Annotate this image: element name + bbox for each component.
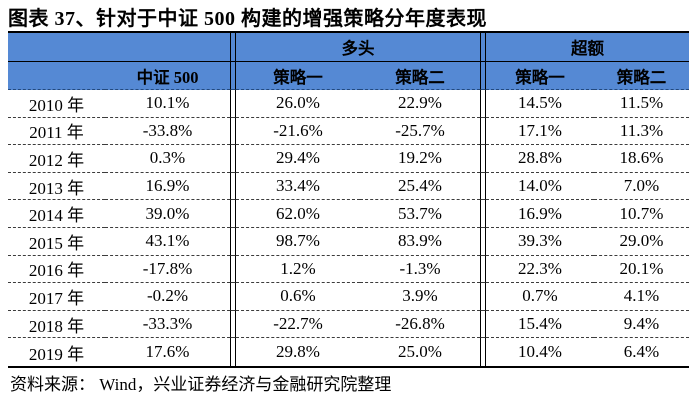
- column-divider: [230, 117, 236, 146]
- excess-strategy2-value-cell: 9.4%: [594, 310, 689, 339]
- column-divider: [230, 255, 236, 284]
- excess-strategy1-value-cell: 14.5%: [486, 90, 594, 118]
- annual-performance-table: 多头 超额 中证 500 策略一 策略二 策略一 策略二 2010 年 10.1%…: [8, 31, 689, 368]
- excess-strategy2-value-cell: 11.3%: [594, 117, 689, 146]
- column-divider: [480, 62, 486, 90]
- excess-strategy1-value-cell: 15.4%: [486, 310, 594, 339]
- long-strategy1-value-cell: 26.0%: [236, 90, 360, 118]
- excess-strategy1-value-cell: 22.3%: [486, 255, 594, 284]
- excess-strategy2-value-cell: 11.5%: [594, 90, 689, 118]
- excess-strategy2-value-cell: 10.7%: [594, 200, 689, 228]
- long-strategy1-value-cell: 29.8%: [236, 338, 360, 366]
- year-cell: 2011 年: [8, 117, 105, 146]
- header-cell-excess-strategy2: 策略二: [594, 62, 689, 90]
- excess-strategy1-value-cell: 10.4%: [486, 338, 594, 366]
- long-strategy1-value-cell: 33.4%: [236, 172, 360, 201]
- long-strategy2-value-cell: 25.4%: [360, 172, 480, 201]
- column-divider: [480, 33, 486, 62]
- long-strategy1-value-cell: 62.0%: [236, 200, 360, 228]
- column-divider: [480, 227, 486, 256]
- column-divider: [480, 90, 486, 118]
- benchmark-value-cell: 10.1%: [105, 90, 230, 118]
- long-strategy1-value-cell: -22.7%: [236, 310, 360, 339]
- year-cell: 2013 年: [8, 172, 105, 201]
- header-cell-year: [8, 62, 105, 90]
- column-divider: [230, 338, 236, 366]
- benchmark-value-cell: 0.3%: [105, 145, 230, 173]
- excess-strategy1-value-cell: 39.3%: [486, 227, 594, 256]
- year-cell: 2010 年: [8, 90, 105, 118]
- column-divider: [230, 310, 236, 339]
- column-divider: [480, 172, 486, 201]
- long-strategy2-value-cell: 25.0%: [360, 338, 480, 366]
- source-note: 资料来源： Wind，兴业证券经济与金融研究院整理: [10, 375, 392, 394]
- benchmark-value-cell: -17.8%: [105, 255, 230, 284]
- benchmark-value-cell: -33.8%: [105, 117, 230, 146]
- header-cell-excess-strategy1: 策略一: [486, 62, 594, 90]
- long-strategy1-value-cell: 29.4%: [236, 145, 360, 173]
- benchmark-value-cell: -0.2%: [105, 283, 230, 311]
- column-divider: [230, 172, 236, 201]
- year-cell: 2012 年: [8, 145, 105, 173]
- figure-title: 图表 37、针对于中证 500 构建的增强策略分年度表现: [8, 8, 487, 30]
- column-divider: [480, 338, 486, 366]
- year-cell: 2015 年: [8, 227, 105, 256]
- long-strategy2-value-cell: -1.3%: [360, 255, 480, 284]
- long-strategy1-value-cell: 1.2%: [236, 255, 360, 284]
- long-strategy2-value-cell: 83.9%: [360, 227, 480, 256]
- column-divider: [230, 62, 236, 90]
- long-strategy2-value-cell: 22.9%: [360, 90, 480, 118]
- column-divider: [230, 227, 236, 256]
- benchmark-value-cell: 43.1%: [105, 227, 230, 256]
- excess-strategy1-value-cell: 17.1%: [486, 117, 594, 146]
- excess-strategy2-value-cell: 7.0%: [594, 172, 689, 201]
- long-strategy2-value-cell: -26.8%: [360, 310, 480, 339]
- column-divider: [480, 310, 486, 339]
- column-divider: [480, 283, 486, 311]
- long-strategy2-value-cell: 3.9%: [360, 283, 480, 311]
- excess-strategy1-value-cell: 28.8%: [486, 145, 594, 173]
- column-divider: [230, 33, 236, 62]
- column-divider: [230, 200, 236, 228]
- excess-strategy1-value-cell: 0.7%: [486, 283, 594, 311]
- group-header-long: 多头: [236, 33, 480, 62]
- benchmark-value-cell: 39.0%: [105, 200, 230, 228]
- excess-strategy1-value-cell: 14.0%: [486, 172, 594, 201]
- excess-strategy1-value-cell: 16.9%: [486, 200, 594, 228]
- group-header-excess: 超额: [486, 33, 689, 62]
- excess-strategy2-value-cell: 4.1%: [594, 283, 689, 311]
- long-strategy1-value-cell: 0.6%: [236, 283, 360, 311]
- excess-strategy2-value-cell: 20.1%: [594, 255, 689, 284]
- column-divider: [480, 117, 486, 146]
- column-divider: [230, 283, 236, 311]
- long-strategy2-value-cell: 19.2%: [360, 145, 480, 173]
- year-cell: 2018 年: [8, 310, 105, 339]
- long-strategy1-value-cell: -21.6%: [236, 117, 360, 146]
- excess-strategy2-value-cell: 18.6%: [594, 145, 689, 173]
- benchmark-value-cell: -33.3%: [105, 310, 230, 339]
- header-cell-long-strategy2: 策略二: [360, 62, 480, 90]
- column-divider: [230, 90, 236, 118]
- year-cell: 2019 年: [8, 338, 105, 366]
- benchmark-value-cell: 16.9%: [105, 172, 230, 201]
- long-strategy2-value-cell: -25.7%: [360, 117, 480, 146]
- column-divider: [480, 255, 486, 284]
- header-spacer: [8, 33, 230, 62]
- column-divider: [480, 145, 486, 173]
- year-cell: 2014 年: [8, 200, 105, 228]
- excess-strategy2-value-cell: 29.0%: [594, 227, 689, 256]
- year-cell: 2016 年: [8, 255, 105, 284]
- benchmark-value-cell: 17.6%: [105, 338, 230, 366]
- column-divider: [230, 145, 236, 173]
- long-strategy1-value-cell: 98.7%: [236, 227, 360, 256]
- header-cell-long-strategy1: 策略一: [236, 62, 360, 90]
- excess-strategy2-value-cell: 6.4%: [594, 338, 689, 366]
- column-divider: [480, 200, 486, 228]
- year-cell: 2017 年: [8, 283, 105, 311]
- header-cell-benchmark: 中证 500: [105, 62, 230, 90]
- long-strategy2-value-cell: 53.7%: [360, 200, 480, 228]
